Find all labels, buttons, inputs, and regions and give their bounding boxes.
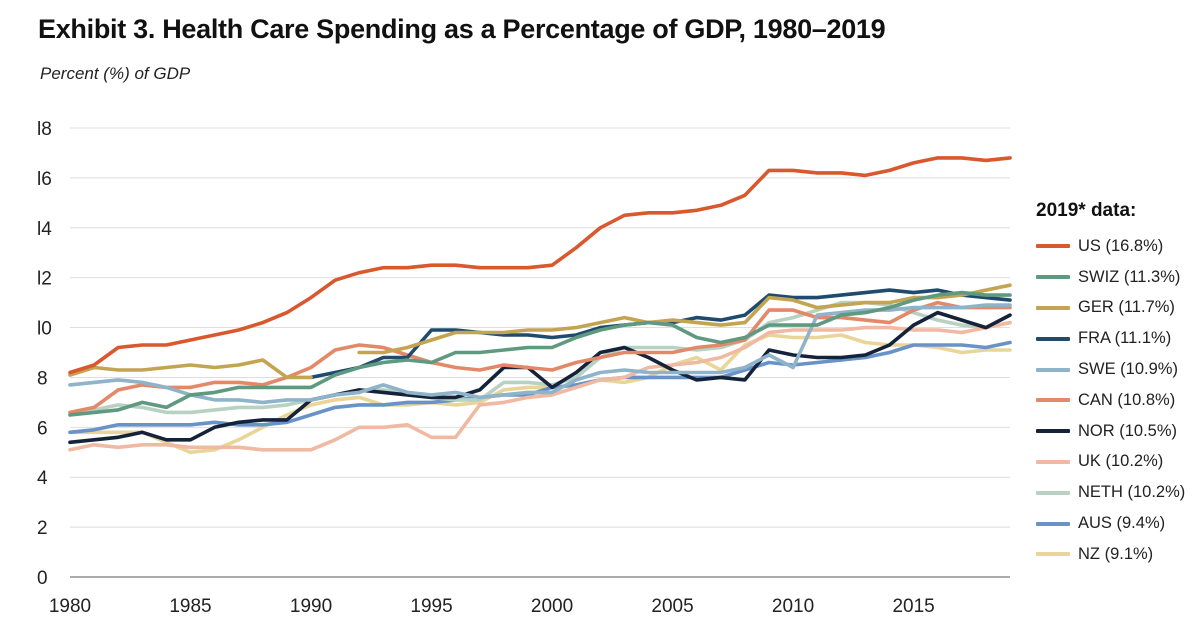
y-tick-label: l6 [37, 169, 52, 190]
y-tick-label: 8 [37, 368, 48, 389]
legend-item: NZ (9.1%) [1036, 539, 1185, 570]
legend-item: UK (10.2%) [1036, 447, 1185, 478]
legend: 2019* data: US (16.8%) SWIZ (11.3%) GER (1… [1036, 200, 1185, 570]
series-line [68, 290, 1012, 417]
x-axis-ticks: 1980 1985 1990 1995 2000 2005 2010 2015 [49, 596, 935, 617]
legend-label: FRA (11.1%) [1078, 329, 1172, 348]
legend-label: GER (11.7%) [1078, 298, 1175, 317]
x-tick-label: 2015 [892, 596, 934, 617]
x-tick-label: 1980 [49, 596, 91, 617]
series-line [68, 283, 1012, 380]
gridlines [70, 127, 1010, 578]
legend-label: NOR (10.5%) [1078, 421, 1178, 440]
chart-title: Exhibit 3. Health Care Spending as a Per… [38, 14, 886, 44]
legend-item: NETH (10.2%) [1036, 477, 1185, 508]
x-tick-label: 2000 [531, 596, 573, 617]
legend-item: SWE (10.9%) [1036, 354, 1185, 385]
legend-swatch [1036, 552, 1070, 557]
y-tick-label: 2 [37, 518, 48, 539]
legend-swatch [1036, 398, 1070, 403]
series-line [68, 310, 1012, 445]
legend-item: FRA (11.1%) [1036, 323, 1185, 354]
y-tick-label: l0 [37, 319, 52, 340]
y-tick-label: 0 [37, 568, 48, 589]
y-tick-label: 4 [37, 468, 48, 489]
series-line [68, 156, 1012, 375]
series-line [68, 303, 1012, 405]
legend-label: UK (10.2%) [1078, 452, 1164, 471]
legend-swatch [1036, 429, 1070, 434]
legend-item: AUS (9.4%) [1036, 508, 1185, 539]
legend-swatch [1036, 459, 1070, 464]
y-tick-label: l4 [37, 219, 52, 240]
legend-label: AUS (9.4%) [1078, 514, 1166, 533]
series-line [68, 300, 1012, 415]
x-tick-label: 1990 [290, 596, 332, 617]
legend-label: SWE (10.9%) [1078, 360, 1178, 379]
y-tick-label: l2 [37, 269, 52, 290]
y-tick-label: 6 [37, 418, 48, 439]
y-axis-ticks: 0 2 4 6 8 l0 l2 l4 l6 l8 [37, 119, 52, 589]
series-line [68, 320, 1012, 452]
legend-swatch [1036, 367, 1070, 372]
legend-label: NZ (9.1%) [1078, 544, 1154, 563]
legend-title: 2019* data: [1036, 200, 1137, 221]
series-line [68, 333, 1012, 455]
legend-swatch [1036, 275, 1070, 280]
legend-label: US (16.8%) [1078, 236, 1164, 255]
x-tick-label: 1985 [169, 596, 211, 617]
x-tick-label: 1995 [410, 596, 452, 617]
legend-label: CAN (10.8%) [1078, 390, 1176, 409]
series-lines [68, 156, 1012, 455]
legend-swatch [1036, 336, 1070, 341]
legend-swatch [1036, 244, 1070, 249]
legend-item: US (16.8%) [1036, 231, 1185, 262]
y-tick-label: l8 [37, 119, 52, 140]
y-axis-label: Percent (%) of GDP [40, 64, 191, 83]
legend-item: NOR (10.5%) [1036, 416, 1185, 447]
x-tick-label: 2005 [651, 596, 693, 617]
legend-swatch [1036, 490, 1070, 495]
legend-swatch [1036, 305, 1070, 310]
legend-swatch [1036, 521, 1070, 526]
legend-item: CAN (10.8%) [1036, 385, 1185, 416]
legend-item: GER (11.7%) [1036, 293, 1185, 324]
legend-item: SWIZ (11.3%) [1036, 262, 1185, 293]
legend-label: SWIZ (11.3%) [1078, 267, 1181, 286]
x-tick-label: 2010 [772, 596, 814, 617]
legend-label: NETH (10.2%) [1078, 483, 1186, 502]
